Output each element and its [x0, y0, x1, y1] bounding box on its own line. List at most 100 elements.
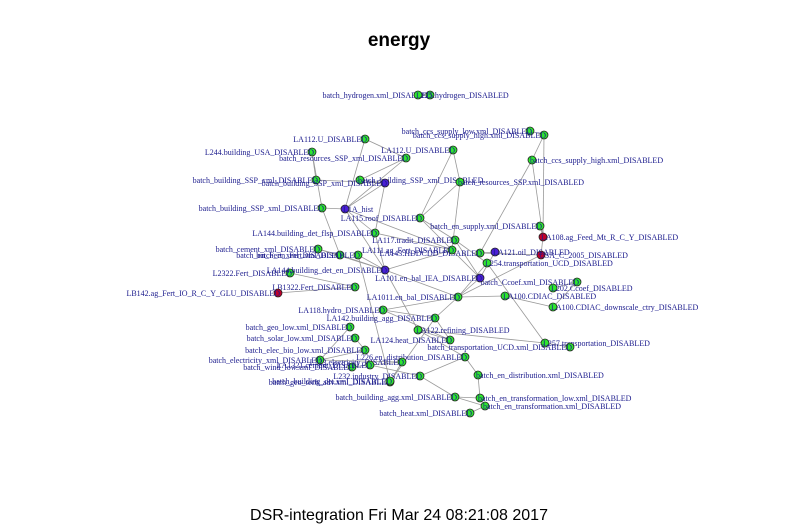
node-label: L257.transportation_DISABLED [543, 339, 650, 348]
node-marker [370, 228, 380, 238]
graph-node: batch_building_SSP_xml_DISABLED [262, 178, 390, 188]
graph-edge [384, 249, 453, 271]
graph-node: LA111.ag_Fert_DISABLED [362, 245, 457, 255]
graph-node: LA112.U_DISABLED [381, 145, 458, 155]
graph-node: L257.transportation_DISABLED [540, 338, 650, 348]
graph-node: batch_building_SSP_xml_DISABLED [193, 175, 321, 185]
graph-node: batch_ccs_supply_high.xml_DISABLED [413, 130, 549, 140]
graph-edge [277, 286, 356, 294]
node-label: batch_en_Fert_xml_DISABLED [236, 251, 342, 260]
node-marker [347, 362, 357, 372]
node-label: LA142.building_agg_DISABLED [327, 314, 438, 323]
node-marker [475, 393, 485, 403]
node-label: batch_ccs_supply_high.xml_DISABLED [413, 131, 546, 140]
node-marker [315, 355, 325, 365]
graph-edge [434, 296, 459, 319]
graph-edge [321, 207, 341, 256]
node-marker [475, 248, 485, 258]
graph-edge [457, 277, 481, 298]
node-marker [340, 204, 350, 214]
graph-node: LA108.ag_Feed_Mt_R_C_Y_DISABLED [538, 232, 678, 242]
graph-node: batch_hydrogen.xml_DISABLED [322, 90, 435, 100]
graph-node: batch_building_SSP_xml_DISABLED [355, 175, 484, 185]
node-marker [378, 305, 388, 315]
node-label: LA117.tradit_DISABLED [372, 236, 457, 245]
node-marker [473, 370, 483, 380]
graph-edge [451, 249, 481, 279]
node-marker [500, 291, 510, 301]
node-marker [307, 147, 317, 157]
graph-node: L226.en_distribution_DISABLED [356, 352, 470, 362]
node-marker [525, 126, 535, 136]
graph-node: LB1322.Fert_DISABLED [272, 282, 360, 292]
node-marker [385, 376, 395, 386]
node-marker [311, 175, 321, 185]
node-marker [548, 302, 558, 312]
graph-node: batch_cement_xml_DISABLED [216, 244, 323, 254]
graph-node: batch_elec_bio_low.xml_DISABLED [245, 345, 370, 355]
node-label: L254.transportation_UCD_DISABLED [485, 259, 613, 268]
node-marker [455, 177, 465, 187]
graph-node: LA117.tradit_DISABLED [372, 235, 460, 245]
node-marker [535, 221, 545, 231]
graph-node: L232.industry_DISABLED [333, 371, 425, 381]
graph-node: LA118.hydro_DISABLED [298, 305, 388, 315]
node-label: batch_en_Fert.xml_DISABLED [256, 251, 360, 260]
graph-edge [315, 179, 386, 184]
node-marker [415, 371, 425, 381]
graph-edge [419, 217, 456, 241]
graph-edge [454, 239, 481, 279]
node-label: batch_building_SSP_xml_DISABLED [262, 179, 388, 188]
graph-edge [344, 138, 366, 210]
node-label: LA122.refining_DISABLED [416, 326, 510, 335]
graph-edge [382, 296, 459, 311]
graph-node: LA124.heat_DISABLED [370, 335, 455, 345]
graph-node: batch_en_transformation.xml_DISABLED [480, 401, 621, 411]
node-marker [465, 408, 475, 418]
graph-node: LA1321.cement_DISABLED [277, 360, 375, 370]
graph-edge [552, 281, 578, 308]
node-layer: batch_hydrogen.xml_DISABLEDL225.hydrogen… [126, 90, 699, 418]
graph-edge [454, 396, 486, 407]
graph-edge [419, 181, 461, 219]
graph-edge [434, 317, 451, 341]
graph-edge [369, 361, 403, 366]
graph-edge [364, 138, 407, 159]
node-marker [401, 153, 411, 163]
node-label: LA108.ag_Feed_Mt_R_C_Y_DISABLED [541, 233, 678, 242]
node-label: LA100.CDIAC_downscale_ctry_DISABLED [551, 303, 699, 312]
node-label: batch_hydrogen.xml_DISABLED [322, 91, 432, 100]
graph-node: batch_ccs_supply_high.xml_DISABLED [527, 155, 663, 165]
node-marker [565, 342, 575, 352]
node-label: L2322.Fert_DISABLED [213, 269, 293, 278]
graph-edge [419, 149, 454, 219]
node-marker [539, 130, 549, 140]
node-label: LA1011.en_bal_DISABLED [367, 293, 460, 302]
node-label: LA100.CDIAC_DISABLED [503, 292, 596, 301]
graph-edge [344, 182, 386, 210]
graph-node: LA115.roof_DISABLED [341, 213, 425, 223]
graph-edge [344, 157, 407, 210]
graph-node: LA144.building_det_en_DISABLED [267, 265, 390, 275]
node-marker [345, 322, 355, 332]
graph-node: L254.transportation_UCD_DISABLED [482, 258, 613, 268]
graph-edge [419, 375, 456, 398]
node-label: LA1321.cement_DISABLED [277, 361, 373, 370]
graph-edge [504, 295, 554, 308]
node-label: batch_cement_xml_DISABLED [216, 245, 321, 254]
footer-caption: DSR-integration Fri Mar 24 08:21:08 2017 [250, 507, 548, 524]
graph-node: L2322.Fert_DISABLED [213, 268, 295, 278]
node-label: LA111.ag_Fert_DISABLED [362, 246, 454, 255]
node-label: LA118.hydro_DISABLED [298, 306, 385, 315]
graph-edge [417, 329, 546, 344]
node-label: batch_en_transformation_low.xml_DISABLED [478, 394, 632, 403]
node-marker [450, 392, 460, 402]
node-marker [572, 277, 582, 287]
graph-node: batch_resources_SSP.xml_DISABLED [455, 177, 584, 187]
node-label: batch_building_agg.xml_DISABLED [335, 393, 457, 402]
graph-node: batch_building_SSP_xml_DISABLED [199, 203, 327, 213]
node-marker [273, 288, 283, 298]
graph-edge [344, 208, 376, 234]
node-marker [380, 265, 390, 275]
graph-node: batch_en_Fert.xml_DISABLED [256, 250, 363, 260]
